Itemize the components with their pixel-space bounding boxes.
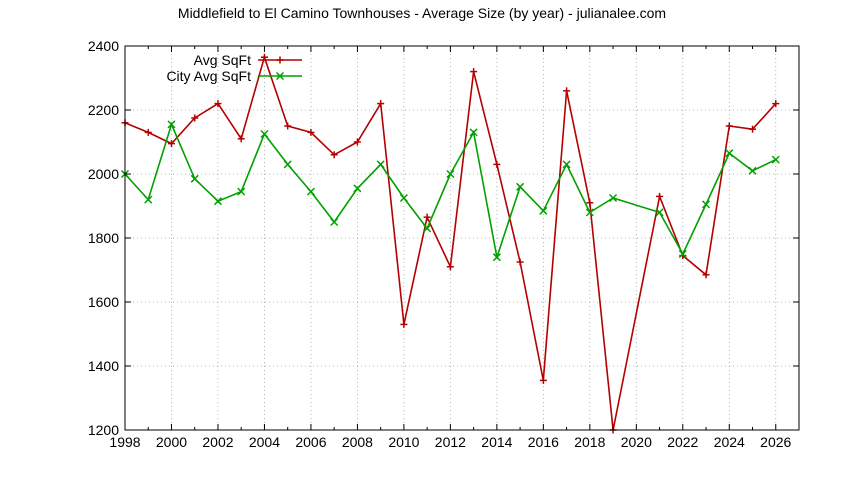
data-point xyxy=(609,193,618,203)
data-point xyxy=(423,224,432,233)
series-1 xyxy=(121,53,780,434)
x-tick-label: 2020 xyxy=(621,434,652,450)
series-2 xyxy=(120,120,780,262)
grid-lines xyxy=(125,46,799,430)
data-point xyxy=(493,160,501,168)
data-point xyxy=(446,263,454,271)
x-axis: 1998 2000 2002 2004 2006 2008 2010 2012 2014 2016… xyxy=(109,46,800,450)
x-tick-label: 2002 xyxy=(202,434,233,450)
data-point xyxy=(306,187,315,196)
data-point xyxy=(725,122,733,130)
data-point xyxy=(562,160,571,169)
x-tick-label: 2016 xyxy=(528,434,559,450)
x-tick-label: 2006 xyxy=(295,434,326,450)
data-point xyxy=(678,249,687,259)
y-tick-label: 1200 xyxy=(88,422,119,438)
data-point xyxy=(399,193,408,203)
data-point xyxy=(516,258,524,266)
x-tick-label: 2022 xyxy=(667,434,698,450)
x-tick-label: 1998 xyxy=(109,434,140,450)
data-point xyxy=(376,160,385,169)
data-point xyxy=(283,160,292,169)
data-point xyxy=(772,100,780,108)
data-point xyxy=(748,166,757,175)
data-point xyxy=(539,206,548,215)
legend-marker xyxy=(275,71,285,81)
y-tick-label: 1600 xyxy=(88,294,119,310)
data-point xyxy=(585,208,594,217)
data-point xyxy=(144,195,153,204)
data-point xyxy=(423,213,431,221)
data-point xyxy=(492,253,501,262)
x-tick-label: 2024 xyxy=(714,434,745,450)
data-point xyxy=(446,169,455,179)
x-tick-label: 2014 xyxy=(481,434,512,450)
data-point xyxy=(586,199,594,207)
x-tick-label: 2008 xyxy=(342,434,373,450)
legend-marker xyxy=(276,56,284,64)
data-point xyxy=(167,120,176,129)
data-point xyxy=(144,128,152,136)
data-point xyxy=(655,208,664,217)
chart-title: Middlefield to El Camino Townhouses - Av… xyxy=(178,5,666,21)
data-point xyxy=(400,320,408,328)
x-tick-label: 2010 xyxy=(388,434,419,450)
x-tick-label: 2026 xyxy=(760,434,791,450)
x-tick-label: 2012 xyxy=(435,434,466,450)
series-line xyxy=(124,54,777,431)
x-tick-label: 2000 xyxy=(156,434,187,450)
data-point xyxy=(330,151,338,159)
y-axis: 1200 1400 1600 1800 2000 2200 2400 xyxy=(88,38,799,438)
series-layer xyxy=(120,53,780,434)
data-point xyxy=(725,149,734,158)
series-line xyxy=(124,122,777,258)
data-point xyxy=(470,68,478,76)
data-point xyxy=(237,135,245,143)
data-point xyxy=(214,100,222,108)
data-point xyxy=(377,100,385,108)
y-tick-label: 1800 xyxy=(88,230,119,246)
x-tick-label: 2018 xyxy=(574,434,605,450)
data-point xyxy=(191,114,199,122)
data-point xyxy=(353,184,362,193)
data-point xyxy=(167,140,175,148)
data-point xyxy=(353,138,361,146)
legend-label: City Avg SqFt xyxy=(166,68,251,84)
y-tick-label: 2000 xyxy=(88,166,119,182)
y-tick-label: 2400 xyxy=(88,38,119,54)
y-tick-label: 2200 xyxy=(88,102,119,118)
data-point xyxy=(749,125,757,133)
legend-label: Avg SqFt xyxy=(194,52,251,68)
data-point xyxy=(656,192,664,200)
y-tick-label: 1400 xyxy=(88,358,119,374)
data-point xyxy=(516,182,525,191)
data-point xyxy=(469,128,478,137)
data-point xyxy=(307,128,315,136)
data-point xyxy=(771,155,780,164)
data-point xyxy=(702,200,711,209)
data-point xyxy=(213,197,222,206)
data-point xyxy=(330,217,339,227)
data-point xyxy=(563,87,571,95)
data-point xyxy=(284,122,292,130)
data-point xyxy=(702,271,710,279)
x-tick-label: 2004 xyxy=(249,434,280,450)
data-point xyxy=(190,174,199,183)
data-point xyxy=(260,129,269,139)
data-point xyxy=(237,187,246,196)
data-point xyxy=(539,376,547,384)
